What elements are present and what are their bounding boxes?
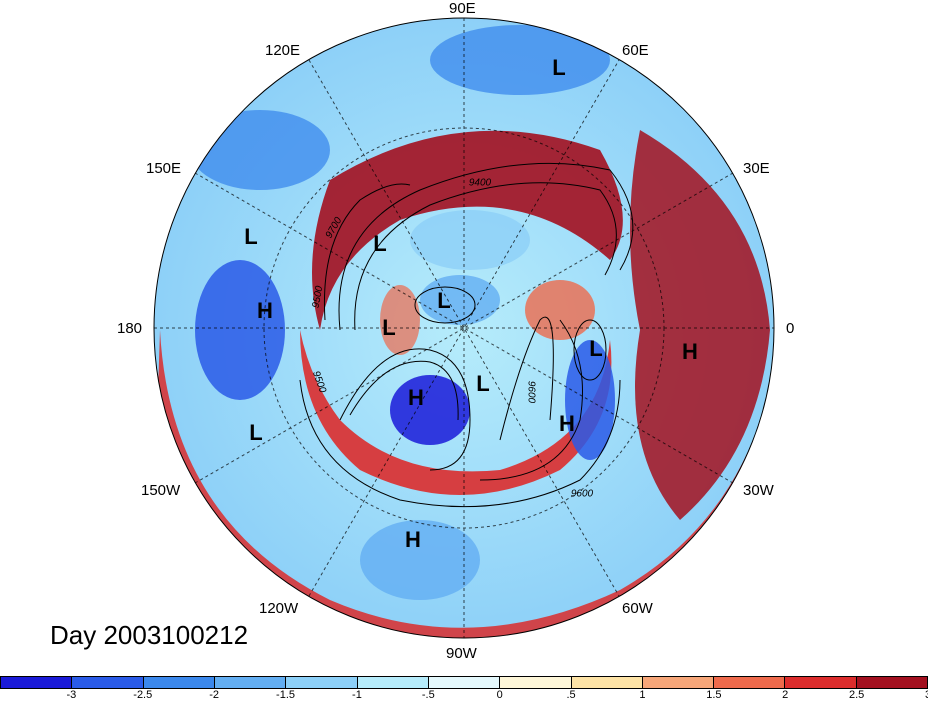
- colorbar-segment: [714, 677, 786, 688]
- low-marker: L: [382, 315, 396, 340]
- colorbar-segment: [571, 677, 643, 688]
- lon-label-180: 180: [117, 320, 143, 337]
- lon-label-60e: 60E: [622, 42, 649, 59]
- colorbar: [0, 676, 928, 689]
- colorbar-tick-label: 2.5: [848, 689, 865, 701]
- low-marker: L: [244, 224, 258, 249]
- colorbar-tick-label: 1: [639, 689, 646, 701]
- lon-label-90w: 90W: [446, 645, 477, 662]
- lon-label-120w: 120W: [259, 600, 299, 617]
- low-marker: L: [437, 288, 451, 313]
- contour-label: 9600: [570, 488, 594, 500]
- low-marker: L: [249, 420, 263, 445]
- colorbar-tick-label: -2: [209, 689, 220, 701]
- colorbar-segment: [785, 677, 857, 688]
- colorbar-tick-label: 3: [925, 689, 928, 701]
- colorbar-tick-label: 0: [496, 689, 503, 701]
- lon-label-30e: 30E: [743, 160, 770, 177]
- colorbar-tick-label: -1: [352, 689, 362, 701]
- height-contours: [299, 162, 634, 508]
- lon-label-150e: 150E: [146, 160, 182, 177]
- lon-label-60w: 60W: [622, 600, 653, 617]
- high-marker: H: [408, 385, 424, 410]
- graticule: [154, 18, 774, 638]
- high-marker: H: [559, 411, 575, 436]
- contour-label: 9600: [525, 380, 537, 404]
- low-marker: L: [552, 55, 566, 80]
- high-marker: H: [257, 298, 273, 323]
- colorbar-segment: [1, 677, 73, 688]
- colorbar-segment: [286, 677, 358, 688]
- high-marker: H: [682, 339, 698, 364]
- colorbar-segment: [357, 677, 429, 688]
- low-marker: L: [476, 371, 490, 396]
- lon-label-30w: 30W: [743, 482, 774, 499]
- colorbar-tick-label: -2.5: [133, 689, 153, 701]
- colorbar-tick-label: -1.5: [276, 689, 296, 701]
- lon-label-150w: 150W: [141, 482, 181, 499]
- lon-label-120e: 120E: [265, 42, 301, 59]
- colorbar-tick-label: 1.5: [706, 689, 722, 701]
- colorbar-tick-label: 2: [782, 689, 789, 701]
- low-marker: L: [589, 336, 603, 361]
- lon-label-90e: 90E: [449, 0, 476, 17]
- lon-label-0: 0: [786, 320, 795, 337]
- colorbar-tick-label: -3: [66, 689, 77, 701]
- high-marker: H: [405, 527, 421, 552]
- colorbar-segment: [72, 677, 144, 688]
- contour-label: 9400: [468, 177, 492, 189]
- map-border: [153, 17, 775, 639]
- colorbar-segment: [428, 677, 501, 688]
- day-title: Day 2003100212: [50, 620, 249, 650]
- low-marker: L: [373, 231, 387, 256]
- colorbar-tick-label: .5: [566, 689, 576, 701]
- colorbar-segment: [143, 677, 215, 688]
- colorbar-segment: [214, 677, 287, 688]
- colorbar-segment: [642, 677, 715, 688]
- polar-map: [153, 17, 775, 639]
- colorbar-segment: [500, 677, 572, 688]
- colorbar-segment: [856, 677, 928, 688]
- colorbar-tick-label: -.5: [421, 689, 435, 701]
